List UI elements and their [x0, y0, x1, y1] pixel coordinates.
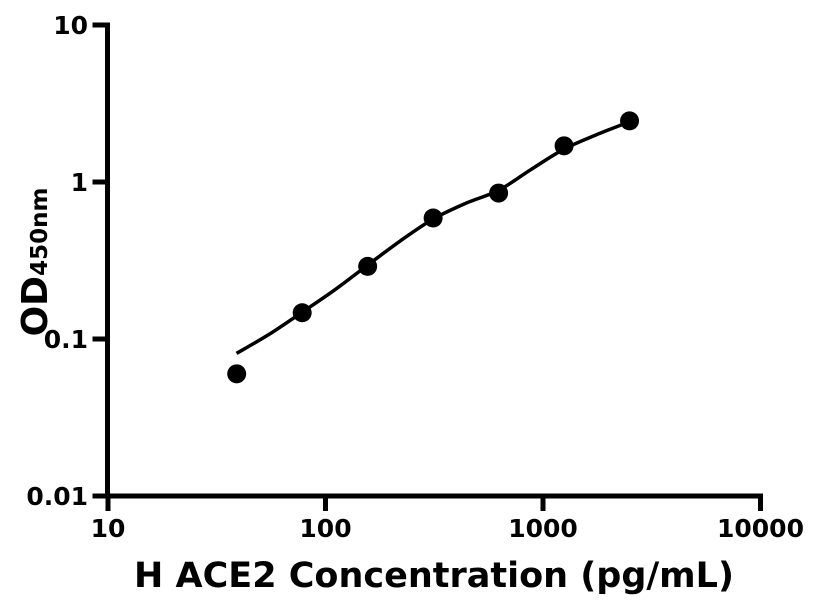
- data-point: [227, 364, 247, 384]
- x-axis-title: H ACE2 Concentration (pg/mL): [134, 556, 734, 596]
- y-axis-title-sub: 450nm: [27, 187, 53, 276]
- y-tick-label: 0.1: [44, 325, 88, 354]
- y-tick-label: 10: [53, 11, 88, 40]
- data-point: [489, 183, 509, 203]
- x-tick-label: 1000: [508, 514, 578, 543]
- x-tick-label: 100: [299, 514, 351, 543]
- y-axis-title: OD450nm: [15, 187, 56, 337]
- y-tick-label: 0.01: [26, 482, 88, 511]
- data-point: [554, 136, 574, 156]
- data-point: [423, 208, 443, 228]
- x-tick-label: 10000: [717, 514, 804, 543]
- data-point: [358, 256, 378, 276]
- data-point: [620, 111, 640, 131]
- data-point: [292, 303, 312, 323]
- y-axis-title-main: OD: [15, 275, 56, 337]
- x-tick-label: 10: [91, 514, 126, 543]
- y-tick-label: 1: [71, 168, 88, 197]
